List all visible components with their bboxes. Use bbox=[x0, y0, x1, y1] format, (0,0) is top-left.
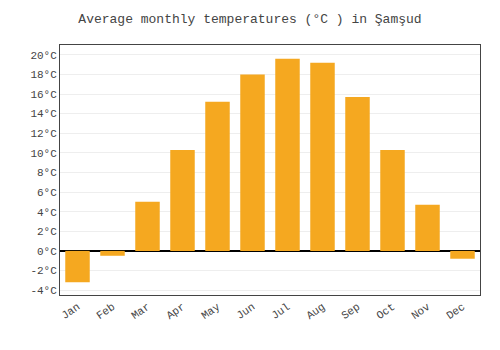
svg-text:18°C: 18°C bbox=[30, 69, 57, 81]
svg-text:16°C: 16°C bbox=[30, 89, 57, 101]
svg-text:Average monthly temperatures (: Average monthly temperatures (°C ) in Şa… bbox=[78, 12, 421, 27]
svg-text:Jul: Jul bbox=[269, 301, 292, 322]
svg-text:Mar: Mar bbox=[129, 301, 152, 322]
svg-text:Jun: Jun bbox=[234, 301, 257, 322]
svg-text:2°C: 2°C bbox=[37, 226, 57, 238]
svg-text:-4°C: -4°C bbox=[30, 285, 57, 297]
svg-text:May: May bbox=[199, 301, 222, 322]
svg-text:Oct: Oct bbox=[374, 301, 397, 322]
svg-text:4°C: 4°C bbox=[37, 207, 57, 219]
svg-text:20°C: 20°C bbox=[30, 50, 57, 62]
svg-text:14°C: 14°C bbox=[30, 108, 57, 120]
svg-text:6°C: 6°C bbox=[37, 187, 57, 199]
svg-text:8°C: 8°C bbox=[37, 167, 57, 179]
svg-text:Nov: Nov bbox=[409, 301, 432, 322]
svg-text:-2°C: -2°C bbox=[30, 265, 57, 277]
svg-text:Dec: Dec bbox=[444, 301, 467, 322]
svg-text:Sep: Sep bbox=[339, 301, 362, 322]
svg-text:12°C: 12°C bbox=[30, 128, 57, 140]
svg-text:0°C: 0°C bbox=[37, 246, 57, 258]
svg-text:Aug: Aug bbox=[304, 301, 327, 322]
svg-text:Apr: Apr bbox=[164, 301, 187, 322]
svg-text:10°C: 10°C bbox=[30, 148, 57, 160]
svg-text:Jan: Jan bbox=[59, 301, 82, 322]
svg-text:Feb: Feb bbox=[94, 301, 117, 322]
